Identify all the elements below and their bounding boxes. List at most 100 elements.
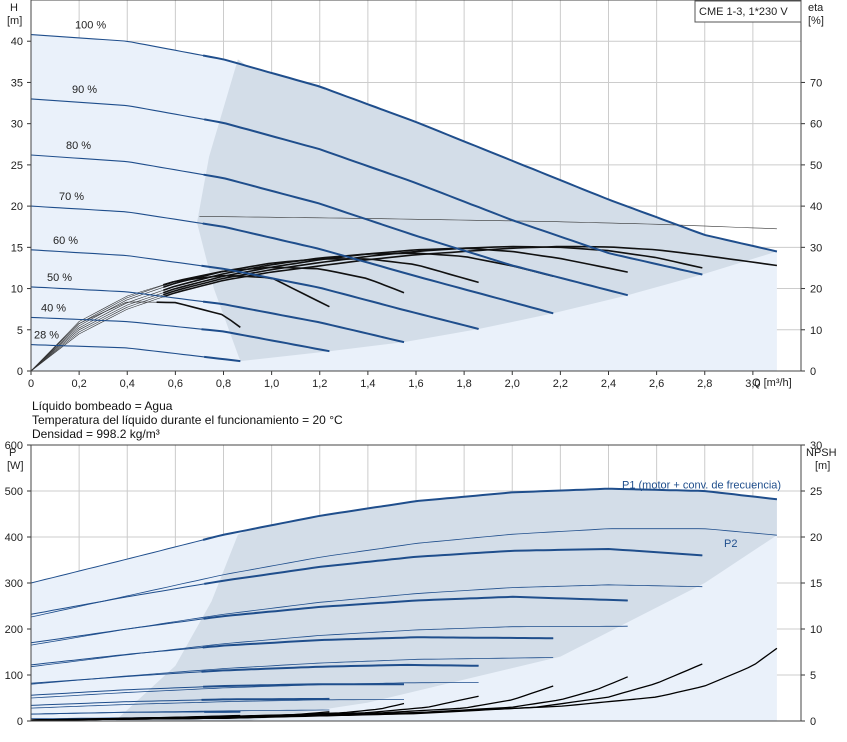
p1-curve-bold (204, 547, 703, 585)
head-curve-bold (202, 54, 778, 253)
info-temperature: Temperatura del líquido durante el funci… (32, 413, 343, 427)
model-box-text: CME 1-3, 1*230 V (699, 6, 788, 18)
p2-curve (30, 709, 330, 715)
y-tick-label: 10 (11, 284, 23, 296)
eta-curve-bold (163, 252, 554, 291)
bottom-y-axis-label-p-unit: [W] (7, 460, 24, 472)
y-tick-label: 20 (11, 201, 23, 213)
p1-curve-bold (201, 663, 479, 673)
head-curve-bold (201, 264, 479, 330)
p1-curve-bold (203, 683, 404, 688)
p1-curve-bold (202, 487, 778, 541)
y2-tick-label: 10 (810, 624, 822, 636)
npsh-curve (30, 714, 241, 721)
npsh-curves (30, 647, 778, 721)
speed-label: 50 % (47, 272, 72, 284)
x-tick-label: 2,6 (649, 378, 664, 390)
head-flow-chart: 0 5 10 15 20 25 30 35 40 0 10 20 30 40 50 60 70 0 0,2 0,4 0,… (11, 0, 822, 390)
plot-frame (30, 0, 802, 372)
x-tick-label: 2,4 (601, 378, 616, 390)
y2-tick-label: 40 (810, 201, 822, 213)
x-tick-label: 1,8 (456, 378, 471, 390)
p2-curve (30, 699, 404, 709)
model-box: CME 1-3, 1*230 V (694, 0, 802, 23)
bottom-y-axis-label-p: P (9, 447, 16, 459)
eta-curve-bold (156, 301, 241, 328)
x-tick-label: 0,8 (216, 378, 231, 390)
y2-tick-label: 15 (810, 578, 822, 590)
y-tick-label: 600 (5, 440, 23, 452)
p1-curve-bold (202, 636, 554, 649)
p2-label: P2 (724, 538, 737, 550)
eta-curve-bold (163, 245, 703, 296)
y2-tick-label: 25 (810, 486, 822, 498)
x-tick-label: 2,0 (505, 378, 520, 390)
p1-label: P1 (motor + conv. de frecuencia) (622, 480, 781, 492)
x-tick-label: 2,2 (553, 378, 568, 390)
head-curve-bold (204, 118, 703, 276)
speed-label: 60 % (53, 235, 78, 247)
speed-label: 100 % (75, 20, 106, 32)
head-curve-bold (204, 355, 241, 363)
y-tick-label: 100 (5, 670, 23, 682)
y2-tick-label: 0 (810, 716, 816, 728)
head-curve-bold (202, 300, 405, 344)
p2-curve (30, 625, 628, 668)
top-y-axis-label-h-unit: [m] (7, 15, 22, 27)
y2-tick-label: 20 (810, 284, 822, 296)
x-tick-label: 0,4 (120, 378, 135, 390)
x-tick-label: 1,4 (360, 378, 375, 390)
y2-tick-label: 50 (810, 160, 822, 172)
x-tick-label: 0,2 (71, 378, 86, 390)
head-curve-bold (201, 328, 330, 353)
y-tick-label: 200 (5, 624, 23, 636)
y-tick-label: 300 (5, 578, 23, 590)
x-tick-label: 0 (28, 378, 34, 390)
top-y2-axis-label-eta-unit: [%] (808, 15, 824, 27)
x-tick-label: 1,2 (312, 378, 327, 390)
y2-tick-label: 10 (810, 325, 822, 337)
y-tick-label: 500 (5, 486, 23, 498)
info-liquid: Líquido bombeado = Agua (32, 399, 173, 413)
speed-label: 90 % (72, 84, 97, 96)
p2-curve (30, 584, 703, 646)
y2-tick-label: 30 (810, 440, 822, 452)
bottom-y2-axis-label-npsh-unit: [m] (815, 460, 830, 472)
top-y2-axis-label-eta: eta (808, 2, 824, 14)
plot-frame (30, 444, 802, 722)
y-tick-label: 30 (11, 119, 23, 131)
speed-label: 80 % (66, 140, 91, 152)
bottom-axis-labels: P [W] NPSH [m] (7, 447, 837, 472)
p1-curve-bold (201, 697, 330, 701)
x-tick-label: 2,8 (697, 378, 712, 390)
top-x-axis-label: Q [m³/h] (752, 377, 792, 389)
power-envelope (115, 488, 777, 721)
info-density: Densidad = 998.2 kg/m³ (32, 427, 160, 441)
eta-curve-bold (163, 274, 330, 308)
speed-label: 40 % (41, 302, 66, 314)
y-tick-label: 400 (5, 532, 23, 544)
power-npsh-chart: 0 100 200 300 400 500 600 0 5 10 15 20 25 30 P1 (motor… (5, 440, 823, 728)
eta-bold-curves (156, 245, 778, 328)
eta-curve-bold (163, 266, 405, 294)
p2-curve (30, 682, 479, 699)
y-tick-label: 15 (11, 242, 23, 254)
top-y-axis-label-h: H (10, 2, 18, 14)
p1-curve-bold (203, 595, 628, 620)
y-tick-label: 35 (11, 77, 23, 89)
speed-label: 28 % (34, 330, 59, 342)
head-curve-bold (203, 173, 628, 297)
y2-tick-label: 20 (810, 532, 822, 544)
y2-tick-label: 5 (810, 670, 816, 682)
x-tick-label: 1,0 (264, 378, 279, 390)
y2-tick-label: 70 (810, 77, 822, 89)
y2-tick-label: 30 (810, 242, 822, 254)
y-tick-label: 25 (11, 160, 23, 172)
speed-label: 70 % (59, 191, 84, 203)
power-curves (30, 487, 778, 720)
y2-tick-label: 0 (810, 366, 816, 378)
y-tick-label: 40 (11, 36, 23, 48)
eta-curve-bold (163, 245, 778, 298)
y2-tick-label: 60 (810, 119, 822, 131)
